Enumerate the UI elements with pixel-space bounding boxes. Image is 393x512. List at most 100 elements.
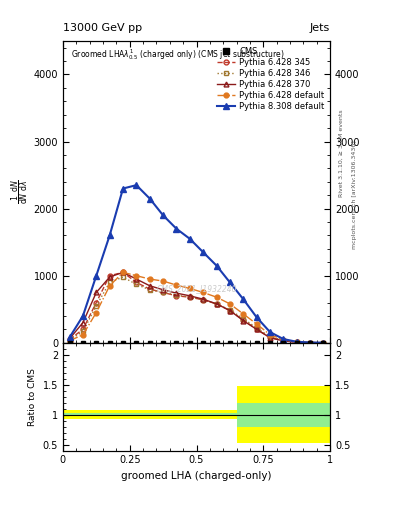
- CMS: [294, 339, 299, 346]
- Pythia 6.428 default: [214, 294, 219, 300]
- Line: Pythia 6.428 345: Pythia 6.428 345: [67, 270, 326, 345]
- Pythia 6.428 346: [308, 339, 312, 346]
- Pythia 6.428 370: [268, 335, 272, 341]
- Pythia 6.428 370: [121, 269, 125, 275]
- Pythia 8.308 default: [241, 296, 246, 302]
- Pythia 6.428 default: [187, 285, 192, 291]
- Pythia 6.428 default: [161, 278, 165, 284]
- Pythia 6.428 default: [147, 276, 152, 282]
- Pythia 6.428 default: [254, 321, 259, 327]
- Pythia 6.428 346: [67, 337, 72, 343]
- Pythia 6.428 370: [308, 339, 312, 346]
- Pythia 6.428 370: [214, 301, 219, 307]
- Pythia 6.428 370: [281, 338, 286, 344]
- Pythia 8.308 default: [254, 314, 259, 321]
- Pythia 6.428 370: [228, 308, 232, 314]
- Pythia 6.428 346: [94, 303, 99, 309]
- Pythia 8.308 default: [321, 339, 326, 346]
- CMS: [228, 339, 232, 346]
- Text: mcplots.cern.ch [arXiv:1306.3436]: mcplots.cern.ch [arXiv:1306.3436]: [352, 140, 357, 249]
- Pythia 6.428 370: [81, 319, 85, 326]
- Pythia 6.428 345: [107, 272, 112, 279]
- Pythia 6.428 370: [107, 274, 112, 280]
- CMS: [321, 339, 326, 346]
- Pythia 6.428 345: [308, 339, 312, 346]
- X-axis label: groomed LHA (charged-only): groomed LHA (charged-only): [121, 471, 272, 481]
- Line: Pythia 6.428 346: Pythia 6.428 346: [67, 274, 326, 345]
- CMS: [147, 339, 152, 346]
- Pythia 6.428 345: [254, 326, 259, 332]
- Pythia 6.428 345: [214, 301, 219, 307]
- CMS: [67, 339, 72, 346]
- Line: Pythia 6.428 default: Pythia 6.428 default: [67, 270, 326, 345]
- Pythia 6.428 346: [321, 339, 326, 346]
- Pythia 6.428 345: [67, 336, 72, 343]
- Pythia 6.428 346: [121, 274, 125, 280]
- Pythia 8.308 default: [281, 336, 286, 342]
- Pythia 6.428 default: [268, 332, 272, 338]
- Pythia 6.428 346: [214, 301, 219, 307]
- Pythia 6.428 default: [201, 289, 206, 295]
- Pythia 8.308 default: [161, 212, 165, 219]
- Pythia 6.428 default: [134, 272, 139, 279]
- Pythia 8.308 default: [268, 329, 272, 335]
- CMS: [161, 339, 165, 346]
- Pythia 6.428 346: [134, 282, 139, 288]
- Pythia 6.428 default: [174, 282, 179, 288]
- Pythia 6.428 345: [81, 326, 85, 332]
- Pythia 6.428 default: [67, 338, 72, 344]
- Pythia 8.308 default: [187, 236, 192, 242]
- Text: Jets: Jets: [310, 23, 330, 33]
- Pythia 8.308 default: [174, 226, 179, 232]
- Line: Pythia 6.428 370: Pythia 6.428 370: [67, 270, 326, 345]
- CMS: [268, 339, 272, 346]
- Pythia 6.428 345: [201, 297, 206, 303]
- Pythia 6.428 370: [321, 339, 326, 346]
- Pythia 6.428 370: [147, 283, 152, 289]
- Pythia 6.428 345: [281, 338, 286, 344]
- Pythia 6.428 default: [241, 311, 246, 317]
- Pythia 8.308 default: [228, 280, 232, 286]
- Pythia 6.428 370: [67, 336, 72, 342]
- Pythia 6.428 370: [254, 326, 259, 332]
- Text: CMS_2021_I1932240: CMS_2021_I1932240: [156, 284, 237, 293]
- Pythia 6.428 default: [321, 339, 326, 346]
- CMS: [308, 339, 312, 346]
- Pythia 6.428 345: [174, 293, 179, 299]
- Pythia 6.428 346: [201, 297, 206, 303]
- Pythia 6.428 346: [147, 287, 152, 293]
- Pythia 6.428 370: [294, 339, 299, 345]
- Pythia 6.428 default: [281, 337, 286, 343]
- Pythia 6.428 default: [308, 339, 312, 346]
- Pythia 6.428 346: [187, 294, 192, 300]
- Pythia 6.428 345: [161, 289, 165, 295]
- Pythia 6.428 370: [187, 293, 192, 299]
- Pythia 8.308 default: [201, 249, 206, 255]
- Pythia 6.428 346: [174, 292, 179, 298]
- Line: CMS: CMS: [68, 340, 325, 345]
- Legend: CMS, Pythia 6.428 345, Pythia 6.428 346, Pythia 6.428 370, Pythia 6.428 default,: CMS, Pythia 6.428 345, Pythia 6.428 346,…: [213, 44, 328, 115]
- CMS: [121, 339, 125, 346]
- Pythia 8.308 default: [294, 339, 299, 345]
- Pythia 6.428 346: [268, 334, 272, 340]
- Pythia 6.428 default: [94, 310, 99, 316]
- Pythia 6.428 default: [121, 269, 125, 275]
- Pythia 6.428 346: [81, 328, 85, 334]
- Pythia 6.428 346: [254, 325, 259, 331]
- CMS: [81, 339, 85, 346]
- Line: Pythia 8.308 default: Pythia 8.308 default: [66, 182, 327, 346]
- Pythia 6.428 345: [134, 280, 139, 286]
- Pythia 6.428 370: [201, 296, 206, 302]
- CMS: [281, 339, 286, 346]
- CMS: [214, 339, 219, 346]
- Pythia 6.428 345: [294, 339, 299, 345]
- CMS: [187, 339, 192, 346]
- Pythia 6.428 346: [107, 280, 112, 286]
- Pythia 8.308 default: [214, 263, 219, 269]
- Pythia 6.428 346: [228, 307, 232, 313]
- CMS: [201, 339, 206, 346]
- Pythia 6.428 346: [161, 289, 165, 295]
- CMS: [94, 339, 99, 346]
- Pythia 6.428 346: [281, 337, 286, 344]
- Pythia 6.428 345: [241, 317, 246, 323]
